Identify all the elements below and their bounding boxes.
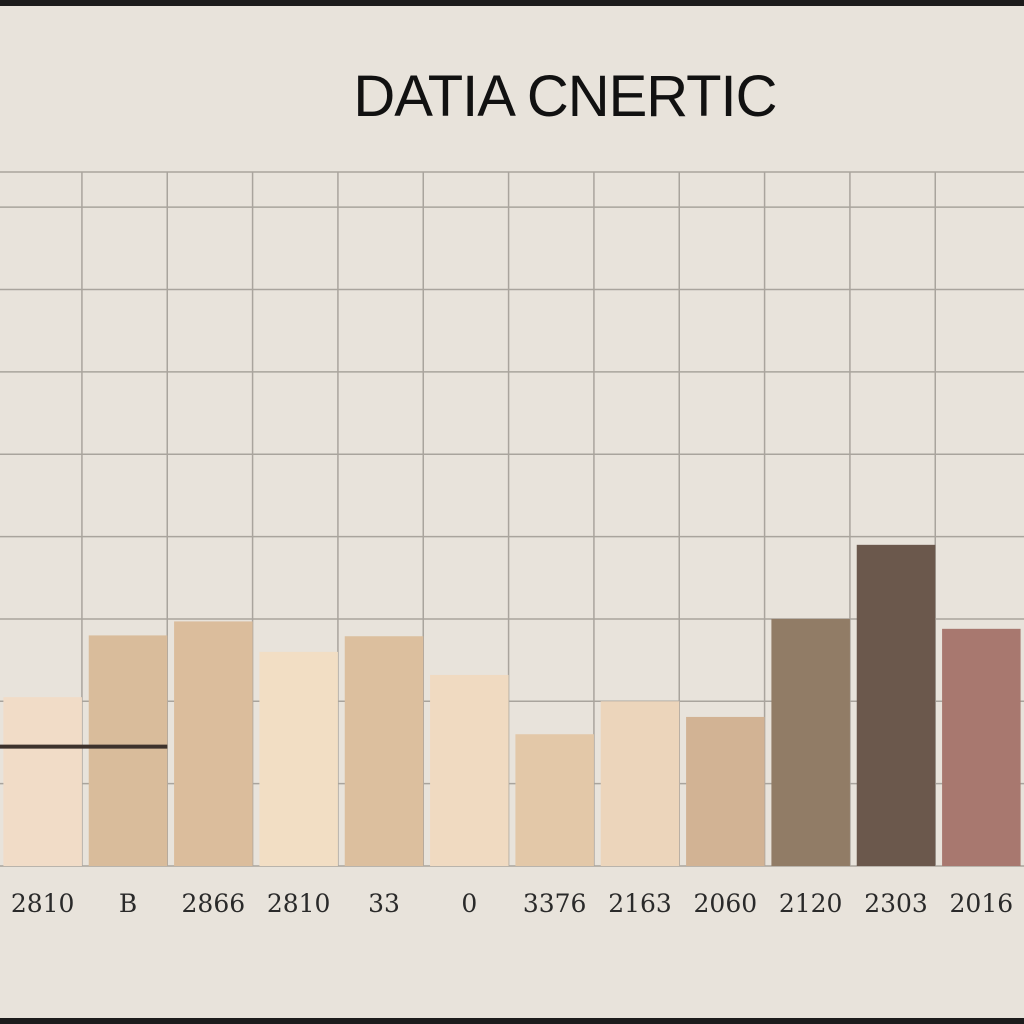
chart-title: DATIA CNERTIC — [353, 64, 777, 129]
bars — [3, 544, 1021, 866]
bar — [174, 621, 253, 866]
x-tick-label: 2303 — [864, 889, 928, 918]
bar-chart: 2810 B 2866 2810 33 0 3376 2163 2060 2120 2303 2016 — [0, 171, 1024, 918]
bar — [856, 544, 936, 866]
bar — [259, 651, 338, 866]
chart-panel: DATIA CNERTIC 2810 B 2866 2810 33 0 3376 2163 20… — [0, 6, 1024, 1018]
x-tick-label: 2810 — [11, 889, 75, 918]
x-tick-label: 2163 — [608, 889, 672, 918]
bar — [942, 628, 1021, 866]
bar — [771, 618, 850, 866]
bar — [686, 716, 765, 866]
bar — [430, 674, 509, 866]
x-tick-label: B — [119, 889, 137, 918]
x-tick-label: 3376 — [523, 889, 587, 918]
bar — [515, 734, 594, 866]
bar — [88, 635, 168, 866]
x-tick-label: 33 — [368, 889, 400, 918]
x-tick-labels: 2810 B 2866 2810 33 0 3376 2163 2060 2120 2303 2016 — [11, 889, 1013, 918]
bar — [600, 701, 680, 866]
x-tick-label: 2060 — [694, 889, 758, 918]
x-tick-label: 2810 — [267, 889, 331, 918]
bar — [3, 697, 82, 866]
x-tick-label: 2016 — [950, 889, 1014, 918]
x-tick-label: 2120 — [779, 889, 843, 918]
x-tick-label: 2866 — [182, 889, 246, 918]
bar — [344, 636, 424, 866]
x-tick-label: 0 — [461, 889, 477, 918]
